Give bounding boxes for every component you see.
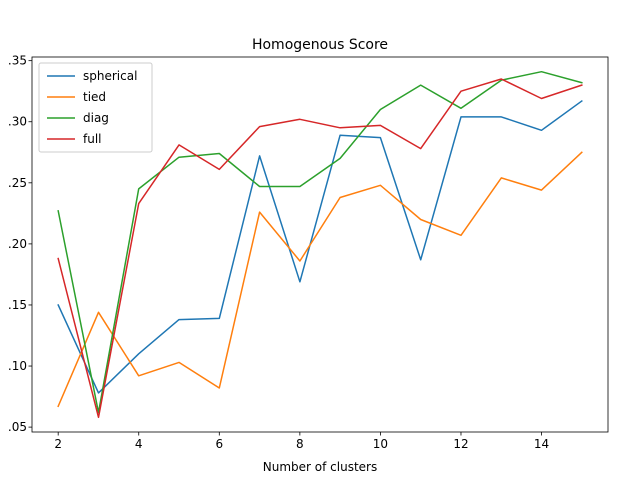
y-tick-label: .30	[8, 115, 27, 129]
series-line-diag	[57, 70, 583, 414]
y-axis: .05 .10 .15 .20 .25 .30 .35	[8, 54, 32, 434]
legend-label-full: full	[83, 132, 102, 146]
chart-title: Homogenous Score	[252, 37, 388, 53]
legend-label-spherical: spherical	[83, 69, 137, 83]
series-line-full	[57, 78, 583, 419]
x-axis: 2 4 6 8 10 12 14	[54, 432, 549, 451]
series-layer	[57, 70, 583, 419]
series-line-spherical	[57, 99, 583, 394]
x-axis-label: Number of clusters	[263, 460, 377, 474]
axes-frame	[31, 56, 609, 433]
y-tick-label: .20	[8, 237, 27, 251]
legend: spherical tied diag full	[38, 62, 153, 153]
x-tick-label: 8	[296, 437, 304, 451]
y-tick-label: .35	[8, 54, 27, 68]
x-tick-label: 12	[453, 437, 468, 451]
x-tick-label: 14	[534, 437, 549, 451]
x-tick-label: 10	[373, 437, 388, 451]
plot-area: 2 4 6 8 10 12 14 .05 .10 .15 .20 .25 .30 .35	[8, 54, 609, 451]
legend-label-diag: diag	[83, 111, 109, 125]
x-tick-label: 4	[135, 437, 143, 451]
x-tick-label: 2	[54, 437, 62, 451]
x-tick-label: 6	[215, 437, 223, 451]
y-tick-label: .25	[8, 176, 27, 190]
y-tick-label: .05	[8, 420, 27, 434]
legend-label-tied: tied	[83, 90, 106, 104]
legend-box	[38, 62, 153, 153]
series-line-tied	[57, 151, 583, 408]
y-tick-label: .10	[8, 359, 27, 373]
y-tick-label: .15	[8, 298, 27, 312]
